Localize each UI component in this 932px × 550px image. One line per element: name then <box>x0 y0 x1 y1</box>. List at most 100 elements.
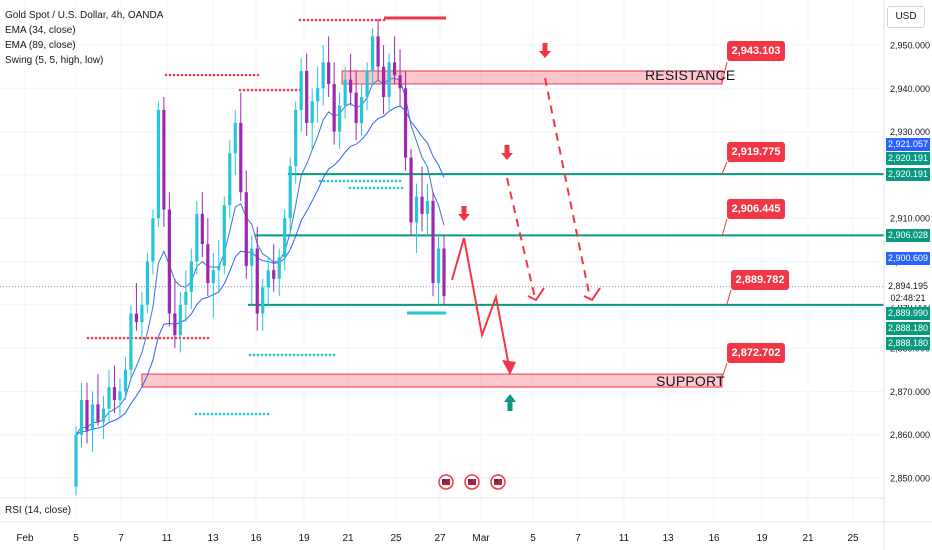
swing-dot <box>86 336 90 340</box>
x-tick-label: 19 <box>298 533 310 544</box>
candle-body <box>349 79 353 93</box>
y-tick-label: 2,890.000 <box>890 300 930 310</box>
swing-dot <box>368 186 372 190</box>
swing-dot <box>394 179 398 183</box>
x-tick-label: 5 <box>73 533 79 544</box>
swing-dot <box>202 336 206 340</box>
candle-body <box>420 196 424 214</box>
swing-dot <box>362 179 366 183</box>
swing-dot <box>270 88 274 92</box>
swing-dot <box>310 18 314 22</box>
candle-body <box>178 304 182 336</box>
swing-dot <box>360 186 364 190</box>
swing-dot <box>238 88 242 92</box>
swing-dot <box>210 412 214 416</box>
swing-dot <box>274 88 278 92</box>
swing-label[interactable]: Swing (5, 5, high, low) <box>5 55 104 66</box>
swing-dot <box>284 353 288 357</box>
projection-path <box>451 237 511 373</box>
currency-button[interactable]: USD <box>887 6 925 28</box>
level-tag: 2,872.702 <box>727 343 785 363</box>
up-arrow-icon <box>507 402 513 411</box>
us-flag-icon <box>494 479 498 482</box>
swing-dot <box>282 88 286 92</box>
swing-dot <box>208 73 212 77</box>
swing-dot <box>222 412 226 416</box>
swing-dot <box>374 18 378 22</box>
swing-dot <box>258 412 262 416</box>
candle-body <box>370 36 375 71</box>
x-tick-label: 27 <box>434 533 446 544</box>
swing-dot <box>382 18 386 22</box>
symbol-title[interactable]: Gold Spot / U.S. Dollar, 4h, OANDA <box>5 10 164 21</box>
swing-dot <box>194 336 198 340</box>
candle-body <box>195 213 199 262</box>
swing-dot <box>372 186 376 190</box>
swing-dot <box>146 336 150 340</box>
swing-dot <box>346 18 350 22</box>
candle-body <box>217 265 221 271</box>
x-tick-label: 13 <box>207 533 219 544</box>
swing-dot <box>196 73 200 77</box>
swing-dot <box>114 336 118 340</box>
candle-body <box>425 200 430 214</box>
candle-body <box>112 387 117 401</box>
candle-body <box>101 408 106 422</box>
swing-dot <box>358 179 362 183</box>
candle-body <box>332 83 336 132</box>
swing-dot <box>220 73 224 77</box>
tag-connector <box>721 61 728 84</box>
ema89-label[interactable]: EMA (89, close) <box>5 40 76 51</box>
price-tag: 2,888.180 <box>886 322 930 335</box>
dashed-arrow-tip <box>527 287 545 302</box>
swing-dot <box>384 186 388 190</box>
candle-body <box>310 101 314 123</box>
candle-body <box>392 62 397 76</box>
swing-dot <box>262 412 266 416</box>
y-tick-label: 2,860.000 <box>890 430 930 440</box>
candle-body <box>327 62 331 84</box>
candle-body <box>184 291 188 305</box>
swing-dot <box>326 18 330 22</box>
candle-body <box>200 213 204 245</box>
swing-dot <box>218 412 222 416</box>
swing-dot <box>110 336 114 340</box>
swing-dot <box>226 412 230 416</box>
tag-connector <box>721 362 728 379</box>
swing-dot <box>184 73 188 77</box>
swing-dot <box>302 18 306 22</box>
candle-body <box>338 105 342 132</box>
swing-dot <box>348 186 352 190</box>
swing-dot <box>166 336 170 340</box>
candle-body <box>343 79 347 106</box>
candle-body <box>145 261 150 305</box>
tag-connector <box>721 161 728 175</box>
swing-dot <box>252 353 256 357</box>
swing-dot <box>272 353 276 357</box>
candle-body <box>173 313 177 336</box>
candle-body <box>244 192 248 266</box>
price-tag: 2,921.057 <box>886 138 930 151</box>
ema34-label[interactable]: EMA (34, close) <box>5 25 76 36</box>
y-tick-label: 2,940.000 <box>890 84 930 94</box>
swing-dot <box>168 73 172 77</box>
rsi-label[interactable]: RSI (14, close) <box>5 505 72 516</box>
y-tick-label: 2,870.000 <box>890 387 930 397</box>
dashed-projection <box>506 177 536 299</box>
swing-dot <box>366 18 370 22</box>
candle-body <box>90 404 95 431</box>
swing-dot <box>198 412 202 416</box>
swing-dot <box>386 179 390 183</box>
swing-dot <box>202 412 206 416</box>
x-tick-label: Mar <box>472 533 490 544</box>
swing-dot <box>378 18 382 22</box>
price-tag: 2,900.609 <box>886 252 930 265</box>
x-tick-label: 16 <box>708 533 720 544</box>
swing-dot <box>396 186 400 190</box>
price-tag: 2,920.191 <box>886 152 930 165</box>
candle-body <box>222 205 226 266</box>
swing-dot <box>308 353 312 357</box>
resistance-label: RESISTANCE <box>645 67 736 83</box>
x-tick-label: 7 <box>575 533 581 544</box>
